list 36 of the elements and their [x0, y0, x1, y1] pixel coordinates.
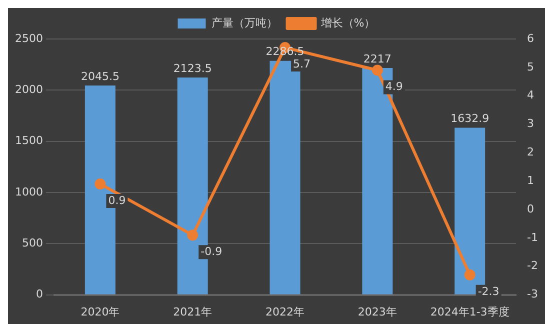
y2-tick-label: -3: [527, 288, 538, 301]
legend-label: 增长（%）: [320, 16, 376, 30]
x-tick-label: 2020年: [80, 305, 120, 318]
y-tick-label: 1000: [14, 185, 43, 198]
point: [187, 230, 198, 241]
y2-tick-label: 2: [527, 146, 534, 159]
y-tick-label: 2000: [14, 83, 43, 96]
y2-tick-label: 1: [527, 174, 534, 187]
data-label: 0.9: [108, 194, 126, 207]
point: [372, 64, 383, 76]
x-tick-label: 2022年: [266, 305, 305, 318]
x-tick-label: 2021年: [173, 305, 212, 318]
y2-tick-label: 4: [527, 88, 534, 102]
x-tick-label: 2024年1-3季度: [430, 305, 510, 318]
y2-tick-label: 3: [527, 117, 534, 130]
data-label: 4.9: [385, 80, 403, 94]
data-label: 2045.5: [80, 70, 120, 83]
x-tick-label: 2023年: [358, 305, 397, 318]
y-tick-label: 1500: [14, 134, 43, 148]
y-tick-label: 500: [22, 236, 43, 250]
y2-tick-label: 0: [527, 202, 534, 216]
y2-tick-label: -1: [527, 230, 538, 244]
data-label: 2123.5: [173, 62, 212, 75]
y-tick-label: 0: [36, 288, 43, 301]
y2-tick-label: -2: [527, 259, 538, 272]
point: [94, 178, 106, 190]
data-label: 2217: [363, 52, 392, 66]
data-label: 5.7: [293, 57, 311, 70]
data-label: 1632.9: [450, 112, 490, 126]
point: [464, 269, 476, 280]
legend-label: 产量（万吨）: [211, 16, 278, 30]
data-label: -2.3: [478, 284, 500, 298]
data-label: -0.9: [200, 244, 222, 258]
y2-tick-label: 5: [527, 60, 534, 74]
y-tick-label: 2500: [14, 32, 43, 45]
y2-tick-label: 6: [527, 32, 534, 45]
